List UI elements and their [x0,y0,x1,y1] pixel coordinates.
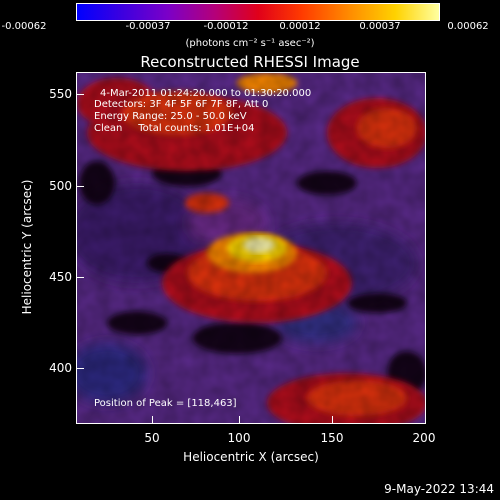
colorbar-tick-label: -0.00012 [203,21,249,32]
colorbar [76,3,440,21]
energy-range-text: Energy Range: 25.0 - 50.0 keV [94,111,247,122]
x-axis-label: Heliocentric X (arcsec) [183,450,319,464]
plot-title: Reconstructed RHESSI Image [140,53,360,71]
x-tick-mark [152,416,153,423]
x-tick-mark [239,416,240,423]
colorbar-tick-label: 0.00062 [447,21,489,32]
y-tick-mark [77,277,84,278]
colorbar-tick-label: 0.00037 [359,21,401,32]
colorbar-tick-label: -0.00037 [125,21,171,32]
y-tick-label: 550 [49,87,72,101]
x-tick-label: 100 [227,431,251,445]
colorbar-tick-label: -0.00062 [1,21,47,32]
clean-counts-text: Clean Total counts: 1.01E+04 [94,123,255,134]
y-tick-label: 450 [49,270,72,284]
detectors-text: Detectors: 3F 4F 5F 6F 7F 8F, Att 0 [94,99,269,110]
y-tick-label: 500 [49,179,72,193]
x-tick-label: 50 [144,431,160,445]
x-tick-label: 200 [412,431,436,445]
colorbar-units: (photons cm⁻² s⁻¹ asec⁻²) [185,38,315,49]
y-tick-label: 400 [49,361,72,375]
y-tick-mark [77,368,84,369]
rhessi-image-map [77,73,425,423]
y-tick-mark [77,94,84,95]
time-range-text: 4-Mar-2011 01:24:20.000 to 01:30:20.000 [100,88,312,99]
rhessi-image [76,72,426,424]
x-tick-label: 150 [320,431,344,445]
x-tick-mark [332,416,333,423]
footer-date: 9-May-2022 13:44 [384,482,494,496]
colorbar-tick-label: 0.00012 [279,21,321,32]
y-axis-label: Heliocentric Y (arcsec) [20,179,34,315]
peak-position-text: Position of Peak = [118,463] [94,398,237,409]
y-tick-mark [77,186,84,187]
